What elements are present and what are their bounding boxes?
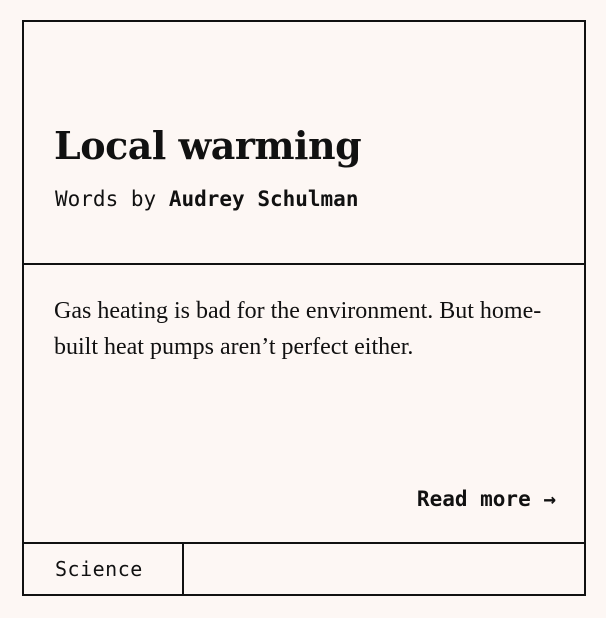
card-header: Local warming Words by Audrey Schulman [24, 22, 584, 265]
byline: Words by Audrey Schulman [55, 185, 358, 213]
category-tag[interactable]: Science [24, 544, 184, 594]
article-excerpt: Gas heating is bad for the environment. … [54, 298, 542, 360]
card-body: Gas heating is bad for the environment. … [24, 265, 584, 544]
article-card: Local warming Words by Audrey Schulman G… [22, 20, 586, 596]
byline-prefix: Words by [55, 187, 157, 211]
read-more-link[interactable]: Read more → [416, 487, 556, 511]
article-title: Local warming [54, 123, 362, 168]
card-footer: Science [24, 544, 584, 594]
author-name: Audrey Schulman [168, 187, 359, 211]
category-label: Science [55, 557, 143, 581]
